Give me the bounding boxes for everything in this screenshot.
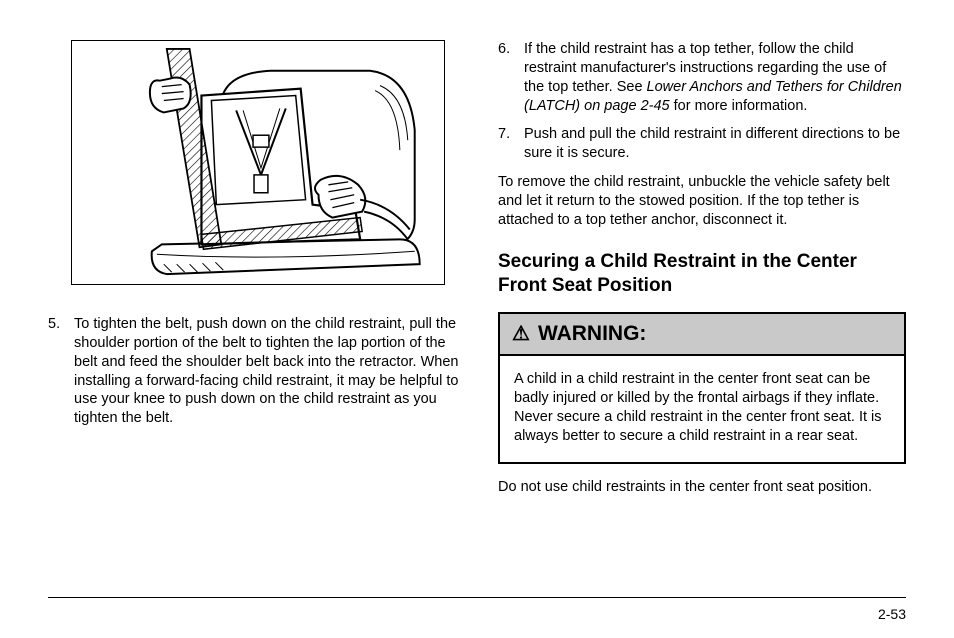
warning-label: WARNING:: [538, 322, 647, 346]
list-text: To tighten the belt, push down on the ch…: [74, 316, 459, 426]
list-number: 6.: [498, 40, 510, 59]
warning-body: A child in a child restraint in the cent…: [500, 356, 904, 463]
section-heading: Securing a Child Restraint in the Center…: [498, 250, 906, 298]
list-item: 6. If the child restraint has a top teth…: [524, 40, 906, 115]
list-number: 5.: [48, 315, 60, 334]
bottom-paragraph: Do not use child restraints in the cente…: [498, 478, 906, 497]
instruction-list-right: 6. If the child restraint has a top teth…: [498, 40, 906, 163]
list-text: Push and pull the child restraint in dif…: [524, 126, 900, 161]
list-number: 7.: [498, 125, 510, 144]
instruction-list-left: 5. To tighten the belt, push down on the…: [48, 315, 468, 428]
removal-paragraph: To remove the child restraint, unbuckle …: [498, 173, 906, 230]
footer-rule: [48, 597, 906, 598]
list-text: If the child restraint has a top tether,…: [524, 41, 902, 114]
list-item: 7. Push and pull the child restraint in …: [524, 125, 906, 163]
seat-belt-drawing: [72, 41, 444, 284]
page-number: 2-53: [878, 606, 906, 622]
warning-box: ⚠ WARNING: A child in a child restraint …: [498, 312, 906, 465]
warning-header: ⚠ WARNING:: [500, 314, 904, 356]
child-restraint-illustration: [71, 40, 445, 285]
warning-icon: ⚠: [512, 324, 530, 344]
list-item: 5. To tighten the belt, push down on the…: [74, 315, 468, 428]
